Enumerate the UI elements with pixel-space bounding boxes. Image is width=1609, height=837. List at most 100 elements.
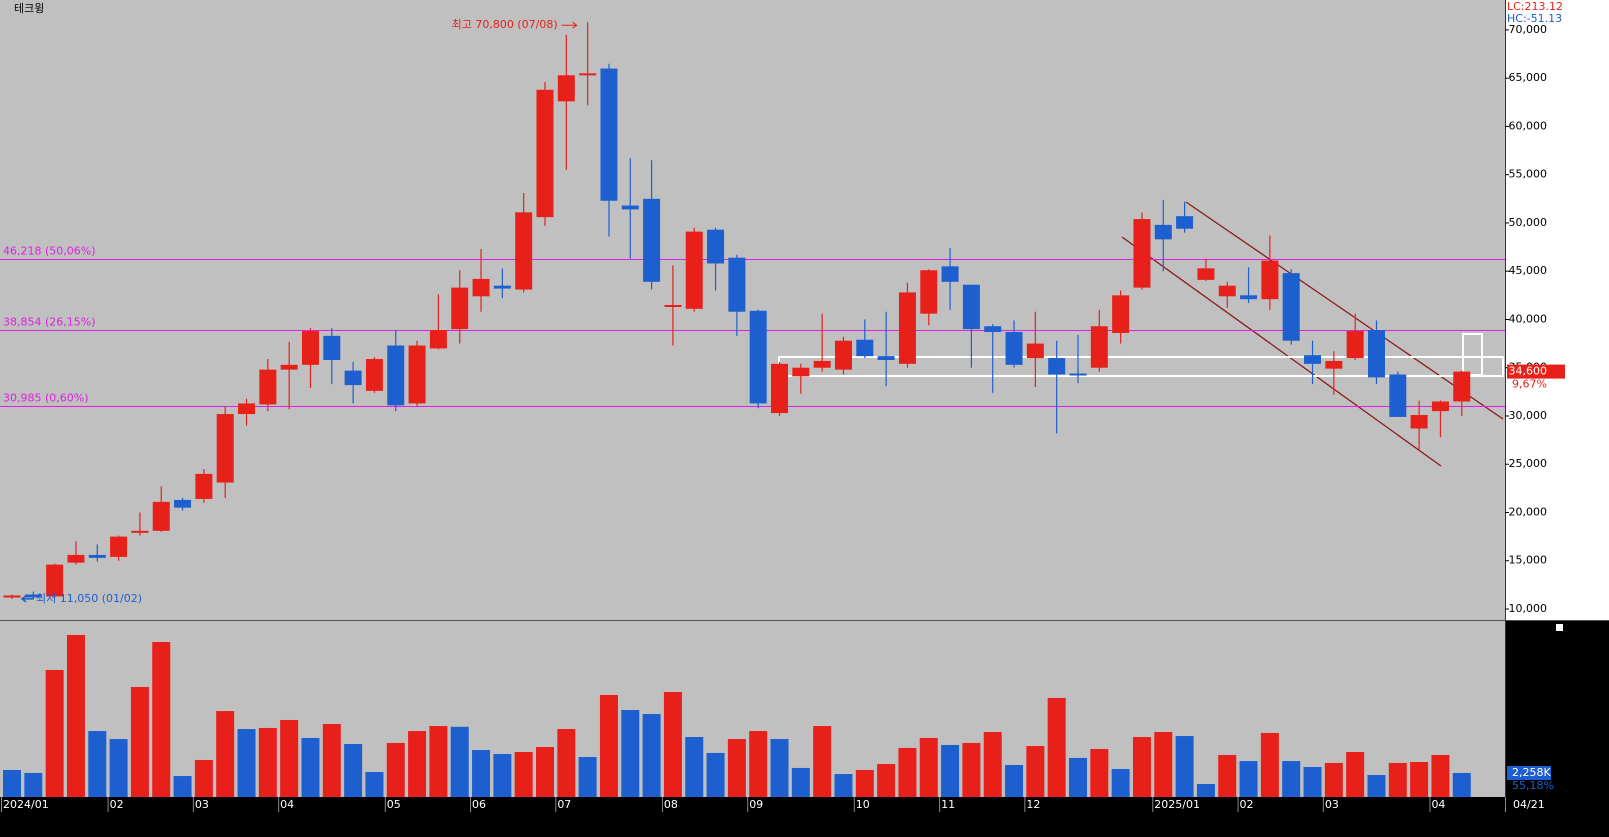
candle-body xyxy=(387,345,405,406)
candle-body xyxy=(643,198,661,282)
volume-bar xyxy=(66,634,85,797)
volume-bar xyxy=(365,772,384,797)
x-tick-label: 09 xyxy=(749,798,763,811)
candle-body xyxy=(1069,373,1087,376)
candle-body xyxy=(771,363,789,414)
candle-body xyxy=(1261,260,1279,300)
volume-bar xyxy=(1047,697,1066,797)
volume-bar xyxy=(706,752,725,797)
candle-body xyxy=(941,266,959,282)
candle-body xyxy=(1218,285,1236,297)
candle-body xyxy=(1325,360,1343,369)
volume-bar xyxy=(408,731,427,797)
fib-label: 30,985 (0,60%) xyxy=(3,391,89,404)
volume-bar xyxy=(962,742,981,797)
candle-body xyxy=(216,414,234,483)
channel-line xyxy=(1185,201,1504,420)
last-change-label: 9,67% xyxy=(1512,378,1547,391)
high-arrow xyxy=(561,21,578,29)
end-date-label: 04/21 xyxy=(1513,798,1545,811)
volume-bar xyxy=(258,727,277,797)
candle-body xyxy=(1240,295,1258,300)
x-tick-label: 08 xyxy=(664,798,678,811)
volume-bar xyxy=(813,726,832,797)
last-volume-label: 2,258K xyxy=(1512,766,1551,779)
candle-body xyxy=(600,68,618,201)
volume-bar xyxy=(749,731,768,797)
fib-label: 46,218 (50,06%) xyxy=(3,244,96,257)
candle-body xyxy=(1197,268,1215,280)
candle-body xyxy=(365,359,383,391)
volume-bar xyxy=(941,744,960,797)
panel-icon[interactable] xyxy=(1556,624,1563,631)
candle-body xyxy=(451,287,469,330)
volume-bar xyxy=(1132,737,1151,797)
last-price-label: 34,600 xyxy=(1509,365,1548,378)
x-tick-label: 07 xyxy=(557,798,571,811)
candle-body xyxy=(877,356,895,360)
candle-body xyxy=(1026,343,1044,359)
volume-bar xyxy=(642,714,661,797)
x-tick-label: 04 xyxy=(280,798,294,811)
candle-body xyxy=(792,367,810,377)
volume-bar xyxy=(791,767,810,797)
volume-bar xyxy=(429,726,448,797)
volume-bar xyxy=(194,759,213,797)
candle-body xyxy=(323,335,341,360)
volume-bar xyxy=(1346,752,1365,797)
candle-body xyxy=(536,89,554,218)
volume-bar xyxy=(3,769,21,797)
volume-bar xyxy=(1324,762,1343,797)
volume-bar xyxy=(1282,761,1301,797)
volume-bar xyxy=(173,776,192,797)
last-price-box xyxy=(1507,364,1565,379)
candle-body xyxy=(920,270,938,314)
candle-body xyxy=(46,564,64,597)
candle-body xyxy=(152,501,170,531)
x-tick-label: 06 xyxy=(472,798,486,811)
x-tick-label: 04 xyxy=(1431,798,1445,811)
volume-bar xyxy=(1196,784,1215,797)
y-tick-label: 50,000 xyxy=(1509,216,1548,229)
x-tick-label: 10 xyxy=(856,798,870,811)
candle-body xyxy=(621,205,639,210)
candle-body xyxy=(3,595,21,598)
candle-body xyxy=(898,292,916,364)
candle-body xyxy=(67,554,85,563)
volume-bar xyxy=(514,752,533,797)
volume-bar xyxy=(727,739,746,797)
y-tick-label: 60,000 xyxy=(1509,119,1548,132)
candle-body xyxy=(1176,216,1194,229)
candle-body xyxy=(259,369,277,405)
candle-body xyxy=(685,231,703,309)
x-tick-label: 03 xyxy=(195,798,209,811)
candle-body xyxy=(301,331,319,365)
volume-bar xyxy=(1431,754,1450,797)
volume-bar xyxy=(152,642,171,797)
volume-bar xyxy=(386,742,405,797)
volume-bar xyxy=(1239,761,1258,797)
candle-body xyxy=(1367,330,1385,378)
volume-bar xyxy=(1218,754,1237,797)
volume-bar xyxy=(1175,736,1194,797)
candle-body xyxy=(1133,219,1151,288)
volume-ratio-label: 55,18% xyxy=(1512,779,1554,792)
volume-bar xyxy=(1388,762,1407,797)
y-tick-label: 40,000 xyxy=(1509,312,1548,325)
candle-body xyxy=(238,403,256,415)
volume-bar xyxy=(983,732,1002,797)
candle-body xyxy=(1389,374,1407,417)
y-tick-label: 70,000 xyxy=(1509,23,1548,36)
volume-bar xyxy=(1410,762,1429,797)
candle-body xyxy=(24,594,42,598)
candle-body xyxy=(984,326,1002,333)
volume-bar xyxy=(855,769,874,797)
candle-body xyxy=(834,340,852,370)
candle-body xyxy=(110,536,128,557)
candle-body xyxy=(1048,358,1066,375)
candle-body xyxy=(1005,332,1023,365)
last-volume-box xyxy=(1507,765,1551,780)
volume-bar xyxy=(877,764,896,797)
low-label: 최저 11,050 (01/02) xyxy=(36,592,142,605)
price-axis-panel xyxy=(1505,0,1609,620)
